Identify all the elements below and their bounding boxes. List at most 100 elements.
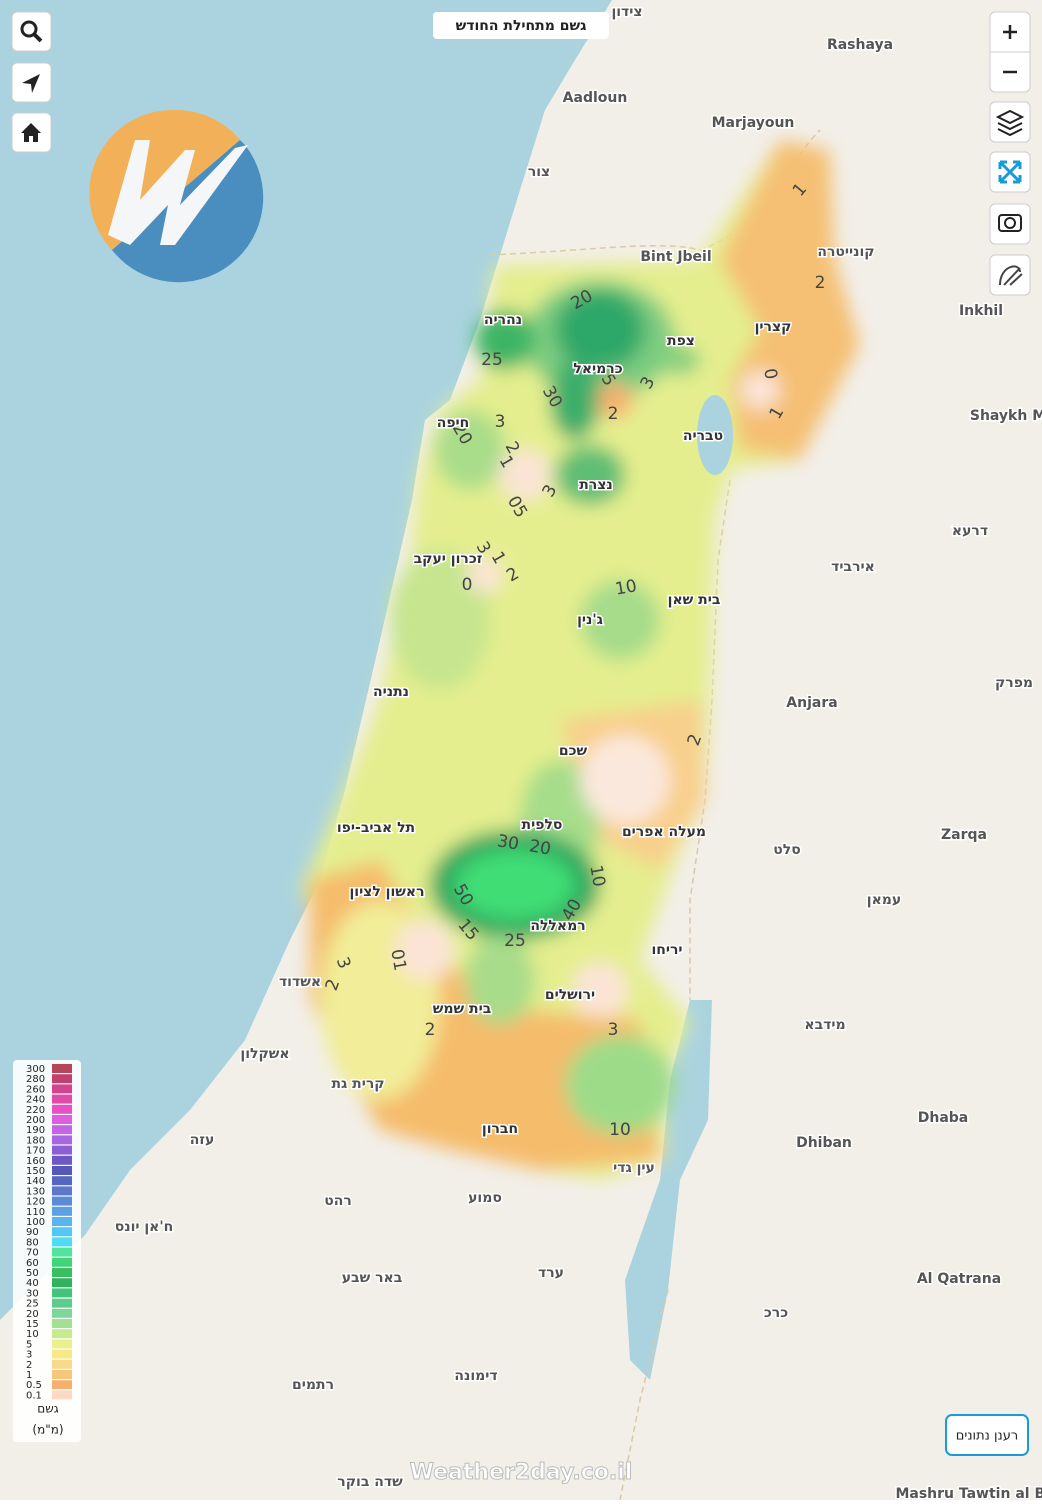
city-label: נתניה — [373, 684, 409, 700]
legend-value: 0.5 — [26, 1380, 42, 1391]
legend-value: 190 — [26, 1125, 45, 1136]
contour-label: 3 — [608, 1020, 619, 1040]
legend-value: 40 — [26, 1278, 39, 1289]
place-label: Aadloun — [563, 90, 628, 106]
legend-swatch — [52, 1319, 72, 1328]
contour-label: 20 — [528, 836, 553, 859]
contour-label: 2 — [608, 404, 619, 424]
legend-title: גשם — [37, 1402, 58, 1416]
place-label: כרכ — [764, 1305, 788, 1321]
legend-swatch — [52, 1176, 72, 1186]
camera-icon — [1004, 217, 1016, 229]
locate-icon — [22, 74, 40, 93]
refresh-button[interactable] — [945, 1414, 1029, 1456]
place-label: צידון — [611, 4, 642, 20]
contour-label: 2 — [425, 1020, 436, 1040]
city-label: נצרת — [579, 477, 612, 493]
contour-label: 25 — [504, 931, 526, 951]
legend-value: 0.1 — [26, 1390, 42, 1401]
city-label: סלפית — [522, 817, 563, 833]
place-label: Al Qatrana — [917, 1271, 1001, 1287]
legend-swatch — [52, 1390, 72, 1400]
place-label: עזה — [190, 1132, 215, 1148]
legend-value: 260 — [26, 1084, 45, 1095]
watermark: Weather2day.co.il — [410, 1460, 633, 1485]
legend-value: 110 — [26, 1207, 45, 1218]
legend-swatch — [52, 1064, 72, 1073]
legend-swatch — [52, 1084, 72, 1094]
contour-label: 2 — [815, 273, 826, 293]
city-label: טבריה — [683, 428, 723, 444]
logo — [89, 109, 264, 283]
legend-value: 5 — [26, 1339, 32, 1350]
city-label: ג'נין — [577, 612, 603, 628]
legend-value: 20 — [26, 1309, 39, 1320]
refresh-label: רענן נתונים — [956, 1429, 1018, 1444]
draw-button[interactable] — [989, 254, 1031, 296]
legend-value: 280 — [26, 1074, 45, 1085]
kinneret — [697, 395, 733, 475]
legend-swatch — [52, 1339, 72, 1349]
legend-value: 170 — [26, 1146, 45, 1157]
city-label: זכרון יעקב — [414, 551, 483, 567]
city-label: בית שמש — [433, 1001, 491, 1017]
place-label: ערד — [538, 1265, 564, 1281]
search-button[interactable] — [11, 11, 52, 52]
contour-label: 10 — [614, 576, 639, 599]
legend-value: 10 — [26, 1329, 39, 1340]
legend-swatch — [52, 1329, 72, 1339]
legend-swatch — [52, 1298, 72, 1308]
zoom-in[interactable] — [1003, 25, 1017, 39]
city-label: יריחו — [651, 942, 682, 958]
contour-label: 30 — [496, 831, 521, 854]
legend-value: 2 — [26, 1360, 32, 1371]
place-label: Bint Jbeil — [640, 249, 711, 265]
place-label: באר שבע — [342, 1270, 403, 1286]
legend-value: 120 — [26, 1197, 45, 1208]
place-label: רתמים — [292, 1377, 334, 1393]
city-label: ירושלים — [545, 987, 595, 1003]
contour-label: 10 — [585, 864, 608, 889]
legend-value: 180 — [26, 1135, 45, 1146]
legend-value: 100 — [26, 1217, 45, 1228]
fullscreen-icon — [998, 160, 1022, 184]
place-label: רהט — [324, 1193, 352, 1209]
city-label: מעלה אפרים — [622, 824, 706, 840]
place-label: אשקלון — [240, 1046, 289, 1062]
place-label: Dhiban — [796, 1135, 852, 1151]
place-label: צור — [528, 164, 550, 180]
legend-swatch — [52, 1074, 72, 1084]
place-label: עמאן — [867, 892, 901, 908]
city-label: שכם — [559, 743, 588, 759]
map-title: גשם מתחילת החודש — [456, 18, 587, 34]
legend-swatch — [52, 1145, 72, 1155]
place-label: דימונה — [454, 1368, 497, 1384]
dead-sea — [625, 1000, 712, 1380]
place-label: Inkhil — [959, 303, 1003, 319]
place-label: סמוע — [468, 1190, 502, 1206]
place-label: עין גדי — [613, 1160, 655, 1176]
legend: גשם (מ"מ) 300280260240220200190180170160… — [13, 1060, 81, 1442]
legend-swatch — [52, 1217, 72, 1226]
legend-value: 30 — [26, 1288, 39, 1299]
legend-swatch — [52, 1308, 72, 1318]
legend-value: 240 — [26, 1095, 45, 1106]
camera-button[interactable] — [989, 203, 1031, 245]
place-label: מידבא — [804, 1017, 845, 1033]
legend-swatch — [52, 1125, 72, 1135]
legend-value: 25 — [26, 1299, 39, 1310]
legend-swatch — [52, 1359, 72, 1369]
place-label: Marjayoun — [712, 115, 795, 131]
cities: נהריה צפת כרמיאל קצרין חיפה טבריה נצרת זכרון יע… — [335, 311, 793, 1139]
layers-icon — [995, 109, 1025, 137]
legend-swatch — [52, 1094, 72, 1104]
legend-swatch — [52, 1349, 72, 1359]
place-label: ח'אן יונס — [115, 1219, 174, 1235]
city-label: כרמיאל — [573, 361, 622, 377]
legend-swatch — [52, 1135, 72, 1145]
place-label: שדה בוקר — [337, 1474, 403, 1490]
contour-label: 10 — [609, 1120, 631, 1140]
legend-value: 15 — [26, 1319, 39, 1330]
search-icon — [20, 20, 38, 38]
city-label: רמאללה — [530, 918, 585, 934]
